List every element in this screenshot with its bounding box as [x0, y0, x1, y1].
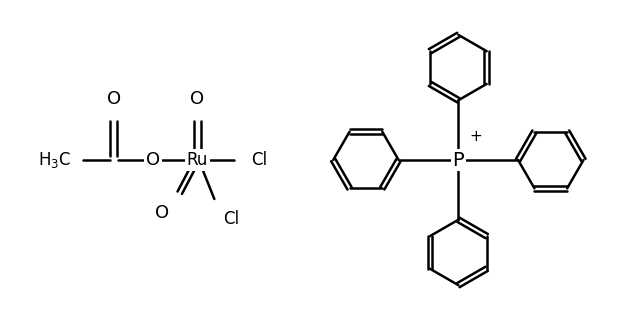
Text: Ru: Ru [187, 151, 208, 169]
Text: O: O [147, 151, 161, 169]
Text: H$_3$C: H$_3$C [38, 150, 72, 170]
Text: +: + [470, 129, 483, 144]
Text: O: O [155, 204, 169, 222]
Text: O: O [107, 91, 121, 108]
Text: O: O [190, 91, 204, 108]
Text: Cl: Cl [252, 151, 268, 169]
Text: P: P [452, 150, 464, 170]
Text: Cl: Cl [223, 210, 239, 228]
